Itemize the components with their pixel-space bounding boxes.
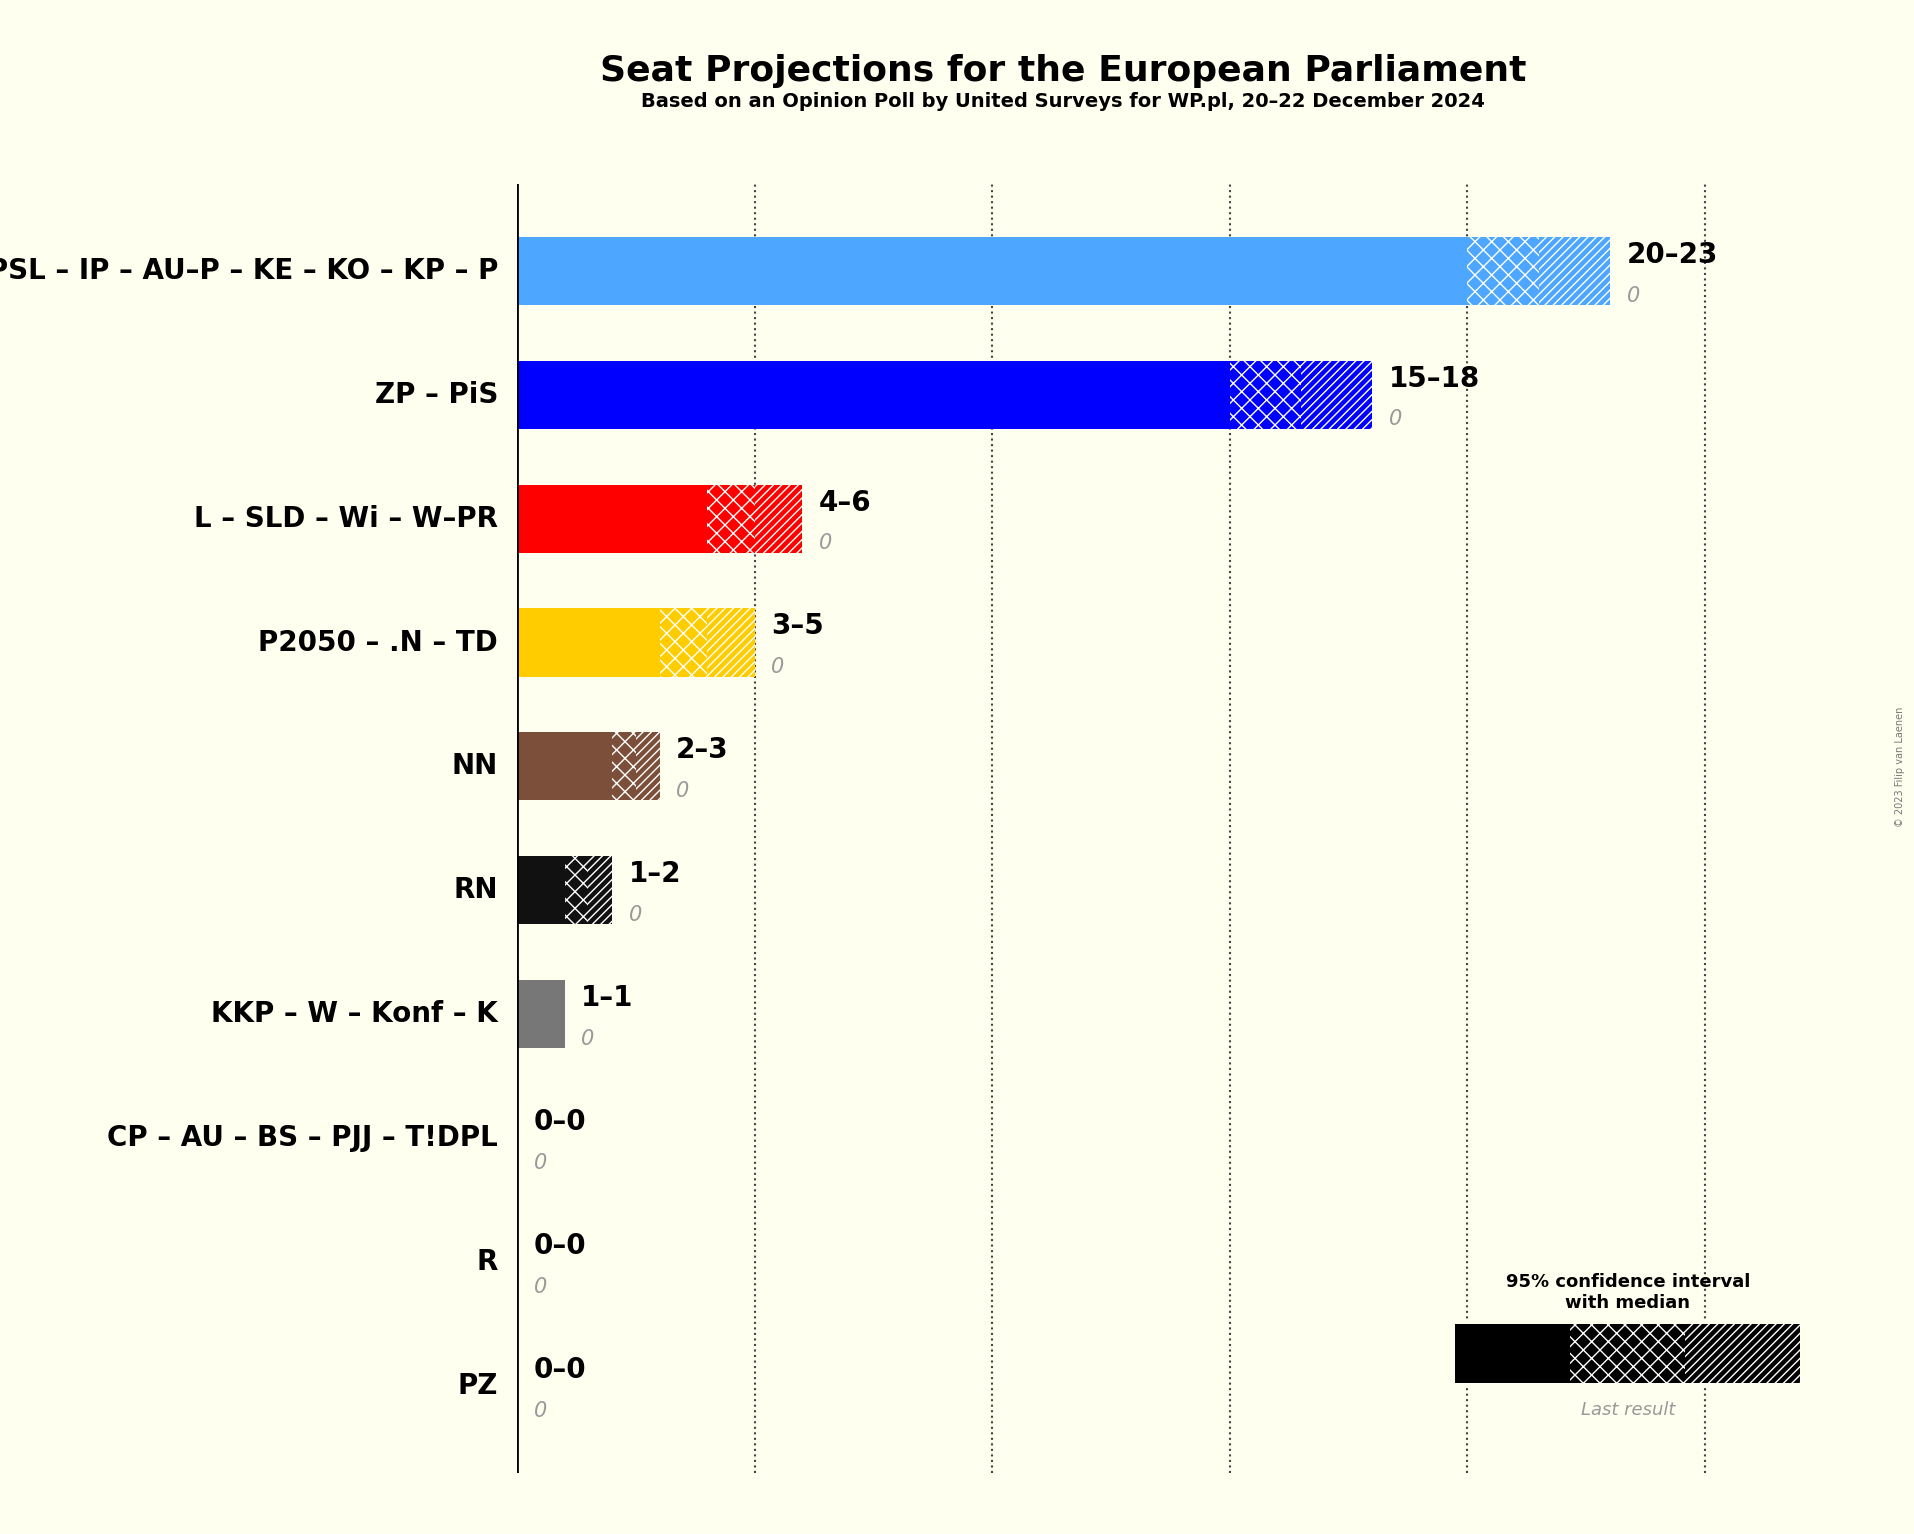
Text: 0: 0 bbox=[771, 657, 785, 678]
Text: 3–5: 3–5 bbox=[771, 612, 823, 640]
Bar bbox=[517, 485, 706, 552]
Text: PO – PSL – IP – AU–P – KE – KO – KP – P: PO – PSL – IP – AU–P – KE – KO – KP – P bbox=[0, 256, 498, 285]
Text: 0–0: 0–0 bbox=[534, 1232, 586, 1259]
Text: Based on an Opinion Poll by United Surveys for WP.pl, 20–22 December 2024: Based on an Opinion Poll by United Surve… bbox=[641, 92, 1483, 110]
Bar bbox=[517, 236, 1466, 305]
Text: 0: 0 bbox=[582, 1029, 593, 1049]
Bar bbox=[1539, 236, 1610, 305]
Text: RN: RN bbox=[454, 876, 498, 905]
Text: 0: 0 bbox=[819, 534, 831, 554]
Bar bbox=[1229, 360, 1300, 430]
Text: 1–1: 1–1 bbox=[582, 985, 634, 1012]
Bar bbox=[517, 609, 658, 676]
Text: 2–3: 2–3 bbox=[676, 736, 729, 764]
Text: 20–23: 20–23 bbox=[1625, 241, 1717, 268]
Text: 95% confidence interval
with median: 95% confidence interval with median bbox=[1504, 1273, 1749, 1312]
Bar bbox=[706, 609, 754, 676]
Text: KKP – W – Konf – K: KKP – W – Konf – K bbox=[211, 1000, 498, 1028]
Bar bbox=[1466, 236, 1539, 305]
Text: © 2023 Filip van Laenen: © 2023 Filip van Laenen bbox=[1895, 707, 1904, 827]
Bar bbox=[517, 980, 565, 1048]
Text: 4–6: 4–6 bbox=[819, 488, 871, 517]
Bar bbox=[517, 360, 1229, 430]
Bar bbox=[612, 732, 635, 801]
Text: 0: 0 bbox=[1625, 285, 1638, 305]
Text: 0: 0 bbox=[534, 1154, 547, 1174]
Bar bbox=[706, 485, 754, 552]
Text: R: R bbox=[477, 1249, 498, 1276]
Text: 15–18: 15–18 bbox=[1388, 365, 1480, 393]
Text: 0: 0 bbox=[1388, 410, 1401, 430]
Text: 0: 0 bbox=[534, 1401, 547, 1420]
Bar bbox=[1569, 1324, 1684, 1384]
Text: NN: NN bbox=[452, 752, 498, 781]
Text: ZP – PiS: ZP – PiS bbox=[375, 380, 498, 408]
Text: 0: 0 bbox=[676, 781, 689, 801]
Bar bbox=[1684, 1324, 1799, 1384]
Text: L – SLD – Wi – W–PR: L – SLD – Wi – W–PR bbox=[193, 505, 498, 532]
Text: 0: 0 bbox=[628, 905, 641, 925]
Text: Seat Projections for the European Parliament: Seat Projections for the European Parlia… bbox=[599, 54, 1525, 87]
Text: 0: 0 bbox=[534, 1276, 547, 1296]
Bar bbox=[635, 732, 658, 801]
Bar bbox=[517, 732, 612, 801]
Text: 0–0: 0–0 bbox=[534, 1108, 586, 1137]
Bar bbox=[1300, 360, 1372, 430]
Text: 0–0: 0–0 bbox=[534, 1356, 586, 1384]
Bar bbox=[1455, 1324, 1569, 1384]
Bar bbox=[658, 609, 706, 676]
Bar bbox=[565, 856, 588, 925]
Text: 1–2: 1–2 bbox=[628, 861, 681, 888]
Text: Last result: Last result bbox=[1579, 1401, 1675, 1419]
Text: PZ: PZ bbox=[457, 1371, 498, 1401]
Text: P2050 – .N – TD: P2050 – .N – TD bbox=[258, 629, 498, 657]
Bar bbox=[517, 856, 565, 925]
Bar bbox=[588, 856, 612, 925]
Bar bbox=[754, 485, 802, 552]
Text: CP – AU – BS – PJJ – T!DPL: CP – AU – BS – PJJ – T!DPL bbox=[107, 1124, 498, 1152]
